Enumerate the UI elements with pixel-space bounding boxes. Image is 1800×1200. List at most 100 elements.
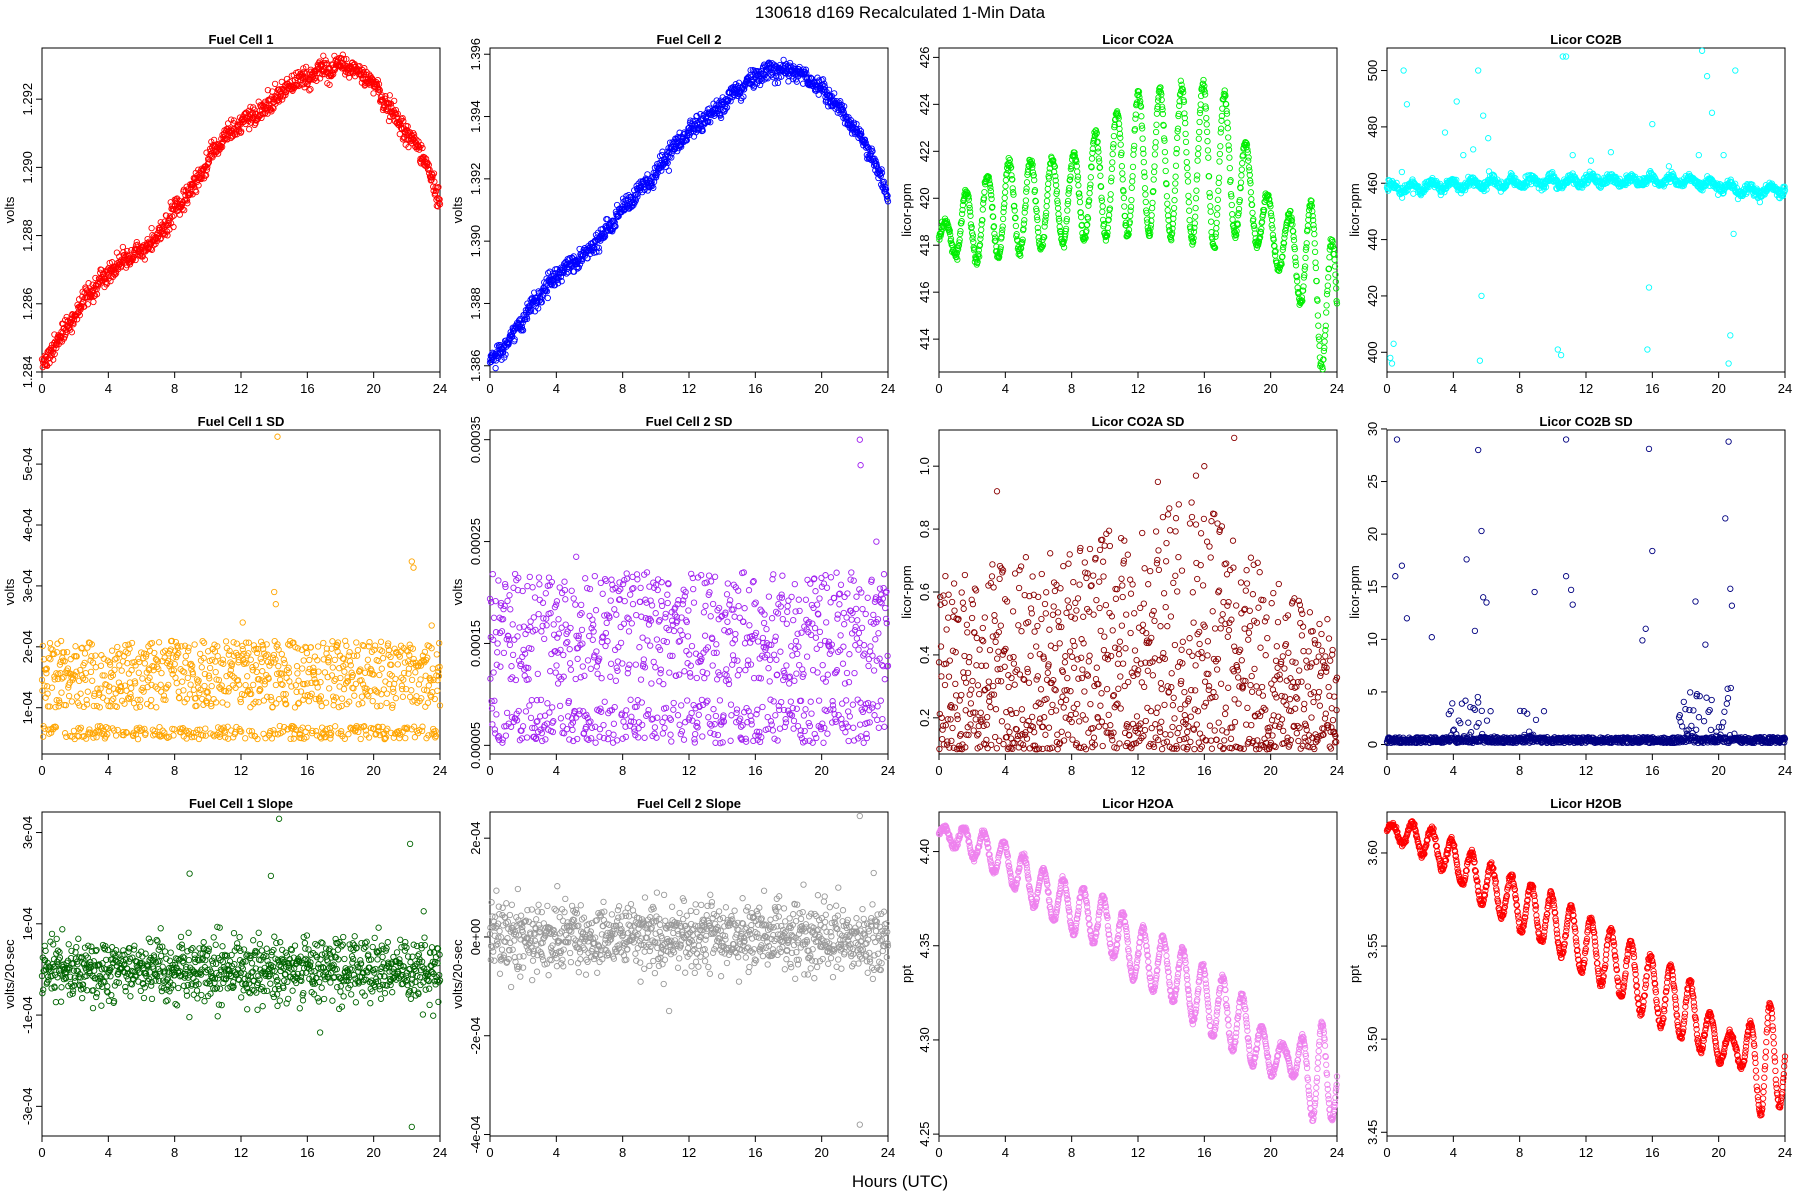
data-point — [1183, 149, 1190, 156]
data-point — [247, 656, 254, 663]
y-tick-label: 422 — [917, 140, 932, 162]
data-point — [1248, 196, 1255, 203]
data-point — [1170, 204, 1178, 212]
data-point — [278, 650, 285, 658]
data-point — [1217, 143, 1224, 150]
data-point — [1325, 274, 1332, 281]
data-point — [126, 261, 134, 268]
data-point — [1204, 138, 1211, 145]
x-tick-label: 20 — [366, 381, 380, 396]
data-point — [1099, 203, 1106, 210]
data-point — [1127, 203, 1135, 211]
panel-title: Fuel Cell 1 SD — [198, 414, 285, 429]
y-tick-label: 420 — [1365, 285, 1380, 307]
x-tick-label: 12 — [234, 763, 248, 778]
data-point — [72, 643, 79, 650]
data-point — [1196, 128, 1203, 136]
data-point — [345, 731, 352, 738]
data-point — [184, 200, 191, 207]
data-point — [317, 678, 324, 686]
y-axis-label: volts — [450, 196, 465, 223]
data-point — [1121, 203, 1128, 210]
data-point — [1562, 53, 1570, 60]
data-point — [208, 682, 215, 690]
data-point — [1076, 193, 1083, 200]
data-point — [999, 215, 1007, 223]
data-point — [250, 681, 257, 689]
data-point — [988, 195, 995, 203]
data-point — [332, 723, 339, 730]
data-point — [1249, 209, 1256, 217]
data-point — [294, 670, 301, 677]
x-tick-label: 24 — [1778, 381, 1792, 396]
data-point — [75, 677, 83, 685]
data-point — [1108, 165, 1116, 173]
data-point — [1441, 129, 1449, 136]
x-tick-label: 8 — [1068, 381, 1075, 396]
data-point — [981, 188, 988, 196]
data-point — [306, 656, 313, 664]
data-point — [1117, 134, 1124, 141]
data-point — [1150, 176, 1157, 183]
data-point — [90, 298, 97, 306]
x-tick-label: 4 — [1002, 381, 1009, 396]
data-point — [112, 732, 120, 739]
data-point — [1214, 196, 1222, 203]
data-point — [1002, 183, 1009, 190]
data-point — [230, 639, 237, 646]
y-tick-label: 1.288 — [20, 219, 35, 252]
y-tick-label: 414 — [917, 328, 932, 350]
data-point — [1021, 217, 1028, 224]
data-point — [40, 733, 47, 740]
data-point — [84, 688, 91, 695]
data-point — [1226, 164, 1233, 172]
data-point — [294, 82, 301, 89]
data-point — [172, 674, 179, 681]
data-point — [1172, 162, 1180, 169]
data-point — [133, 704, 140, 711]
y-tick-label: 426 — [917, 47, 932, 69]
x-tick-label: 12 — [682, 381, 696, 396]
data-point — [261, 110, 268, 117]
data-point — [1044, 192, 1051, 199]
data-point — [1184, 171, 1191, 179]
x-tick-label: 0 — [486, 381, 493, 396]
data-point — [322, 699, 330, 706]
data-point — [1185, 199, 1192, 206]
data-point — [286, 78, 293, 86]
y-tick-label: 1.386 — [468, 349, 483, 382]
data-point — [1162, 167, 1169, 175]
data-point — [247, 704, 254, 711]
data-point — [1215, 174, 1223, 181]
data-point — [153, 704, 160, 711]
data-point — [113, 703, 121, 711]
data-point — [544, 294, 551, 302]
data-point — [269, 88, 276, 95]
data-point — [665, 167, 673, 174]
data-point — [165, 216, 173, 224]
data-point — [193, 188, 200, 196]
data-point — [1475, 67, 1482, 74]
data-point — [1708, 109, 1716, 116]
data-point — [1324, 287, 1331, 295]
data-point — [1480, 112, 1487, 119]
x-tick-label: 0 — [38, 381, 45, 396]
data-point — [124, 247, 131, 255]
data-point — [1117, 141, 1124, 148]
data-point — [1730, 230, 1737, 238]
data-point — [300, 81, 307, 88]
data-point — [1192, 195, 1200, 202]
data-point — [1194, 172, 1201, 179]
data-point — [1151, 151, 1159, 158]
data-point — [306, 87, 313, 94]
data-point — [351, 692, 358, 699]
data-point — [225, 651, 232, 658]
data-point — [92, 274, 99, 282]
data-point — [1186, 217, 1193, 224]
y-tick-label: 1.388 — [468, 287, 483, 320]
data-point — [57, 637, 65, 645]
x-tick-label: 24 — [433, 763, 447, 778]
data-point — [1292, 262, 1300, 269]
data-point — [1205, 154, 1212, 161]
